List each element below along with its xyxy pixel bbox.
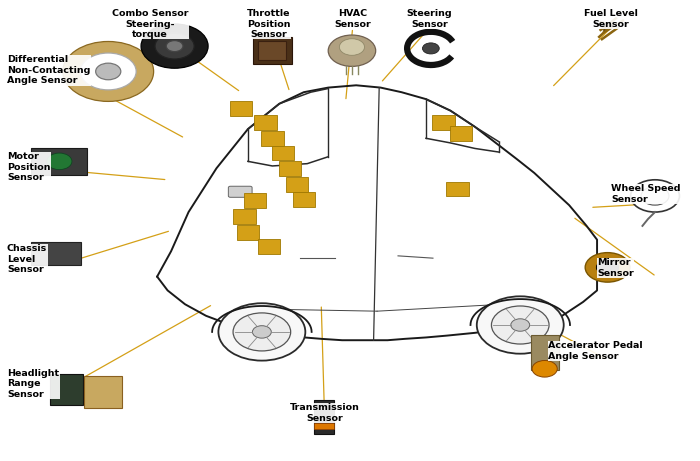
FancyBboxPatch shape (253, 37, 292, 64)
Circle shape (47, 153, 72, 170)
Circle shape (340, 39, 365, 55)
Circle shape (596, 260, 619, 275)
Text: Differential
Non-Contacting
Angle Sensor: Differential Non-Contacting Angle Sensor (7, 55, 90, 85)
FancyBboxPatch shape (314, 423, 334, 429)
FancyBboxPatch shape (32, 148, 88, 175)
FancyBboxPatch shape (279, 161, 301, 176)
Circle shape (423, 43, 439, 54)
FancyBboxPatch shape (230, 101, 252, 116)
Text: HVAC
Sensor: HVAC Sensor (335, 9, 371, 29)
FancyBboxPatch shape (258, 41, 286, 60)
Text: Mirror
Sensor: Mirror Sensor (597, 258, 634, 278)
Circle shape (585, 253, 630, 282)
FancyBboxPatch shape (449, 126, 472, 141)
FancyBboxPatch shape (293, 192, 315, 207)
Text: Wheel Speed
Sensor: Wheel Speed Sensor (611, 184, 680, 204)
Circle shape (641, 187, 669, 205)
Text: Steering
Sensor: Steering Sensor (407, 9, 452, 29)
Text: Combo Sensor
Steering-
torque: Combo Sensor Steering- torque (112, 9, 188, 39)
FancyBboxPatch shape (272, 146, 294, 160)
Text: Throttle
Position
Sensor: Throttle Position Sensor (247, 9, 290, 39)
FancyBboxPatch shape (228, 186, 252, 197)
Circle shape (166, 41, 183, 52)
Circle shape (63, 41, 153, 101)
FancyBboxPatch shape (433, 115, 454, 130)
Text: Headlight
Range
Sensor: Headlight Range Sensor (7, 369, 59, 399)
Circle shape (80, 53, 136, 90)
Text: Accelerator Pedal
Angle Sensor: Accelerator Pedal Angle Sensor (548, 341, 643, 361)
FancyBboxPatch shape (85, 376, 122, 408)
Circle shape (141, 24, 208, 68)
FancyBboxPatch shape (258, 239, 280, 254)
FancyBboxPatch shape (531, 336, 559, 370)
FancyBboxPatch shape (244, 193, 266, 208)
FancyBboxPatch shape (237, 225, 259, 240)
Circle shape (218, 303, 305, 361)
FancyBboxPatch shape (233, 209, 256, 224)
Circle shape (328, 35, 376, 66)
FancyBboxPatch shape (314, 400, 334, 434)
Circle shape (491, 306, 549, 344)
Circle shape (532, 361, 557, 377)
FancyBboxPatch shape (254, 115, 276, 130)
Text: Chassis
Level
Sensor: Chassis Level Sensor (7, 244, 47, 274)
FancyBboxPatch shape (286, 177, 308, 192)
Text: Fuel Level
Sensor: Fuel Level Sensor (584, 9, 638, 29)
FancyBboxPatch shape (31, 242, 81, 265)
Text: Motor
Position
Sensor: Motor Position Sensor (7, 152, 50, 182)
Circle shape (477, 296, 564, 354)
Circle shape (233, 313, 290, 351)
Circle shape (96, 63, 121, 80)
FancyBboxPatch shape (446, 182, 468, 196)
Circle shape (253, 325, 272, 338)
Circle shape (511, 319, 530, 331)
Circle shape (155, 33, 194, 59)
Text: Transmission
Sensor: Transmission Sensor (290, 403, 360, 423)
FancyBboxPatch shape (50, 374, 83, 405)
Circle shape (631, 180, 680, 212)
FancyBboxPatch shape (261, 131, 284, 146)
